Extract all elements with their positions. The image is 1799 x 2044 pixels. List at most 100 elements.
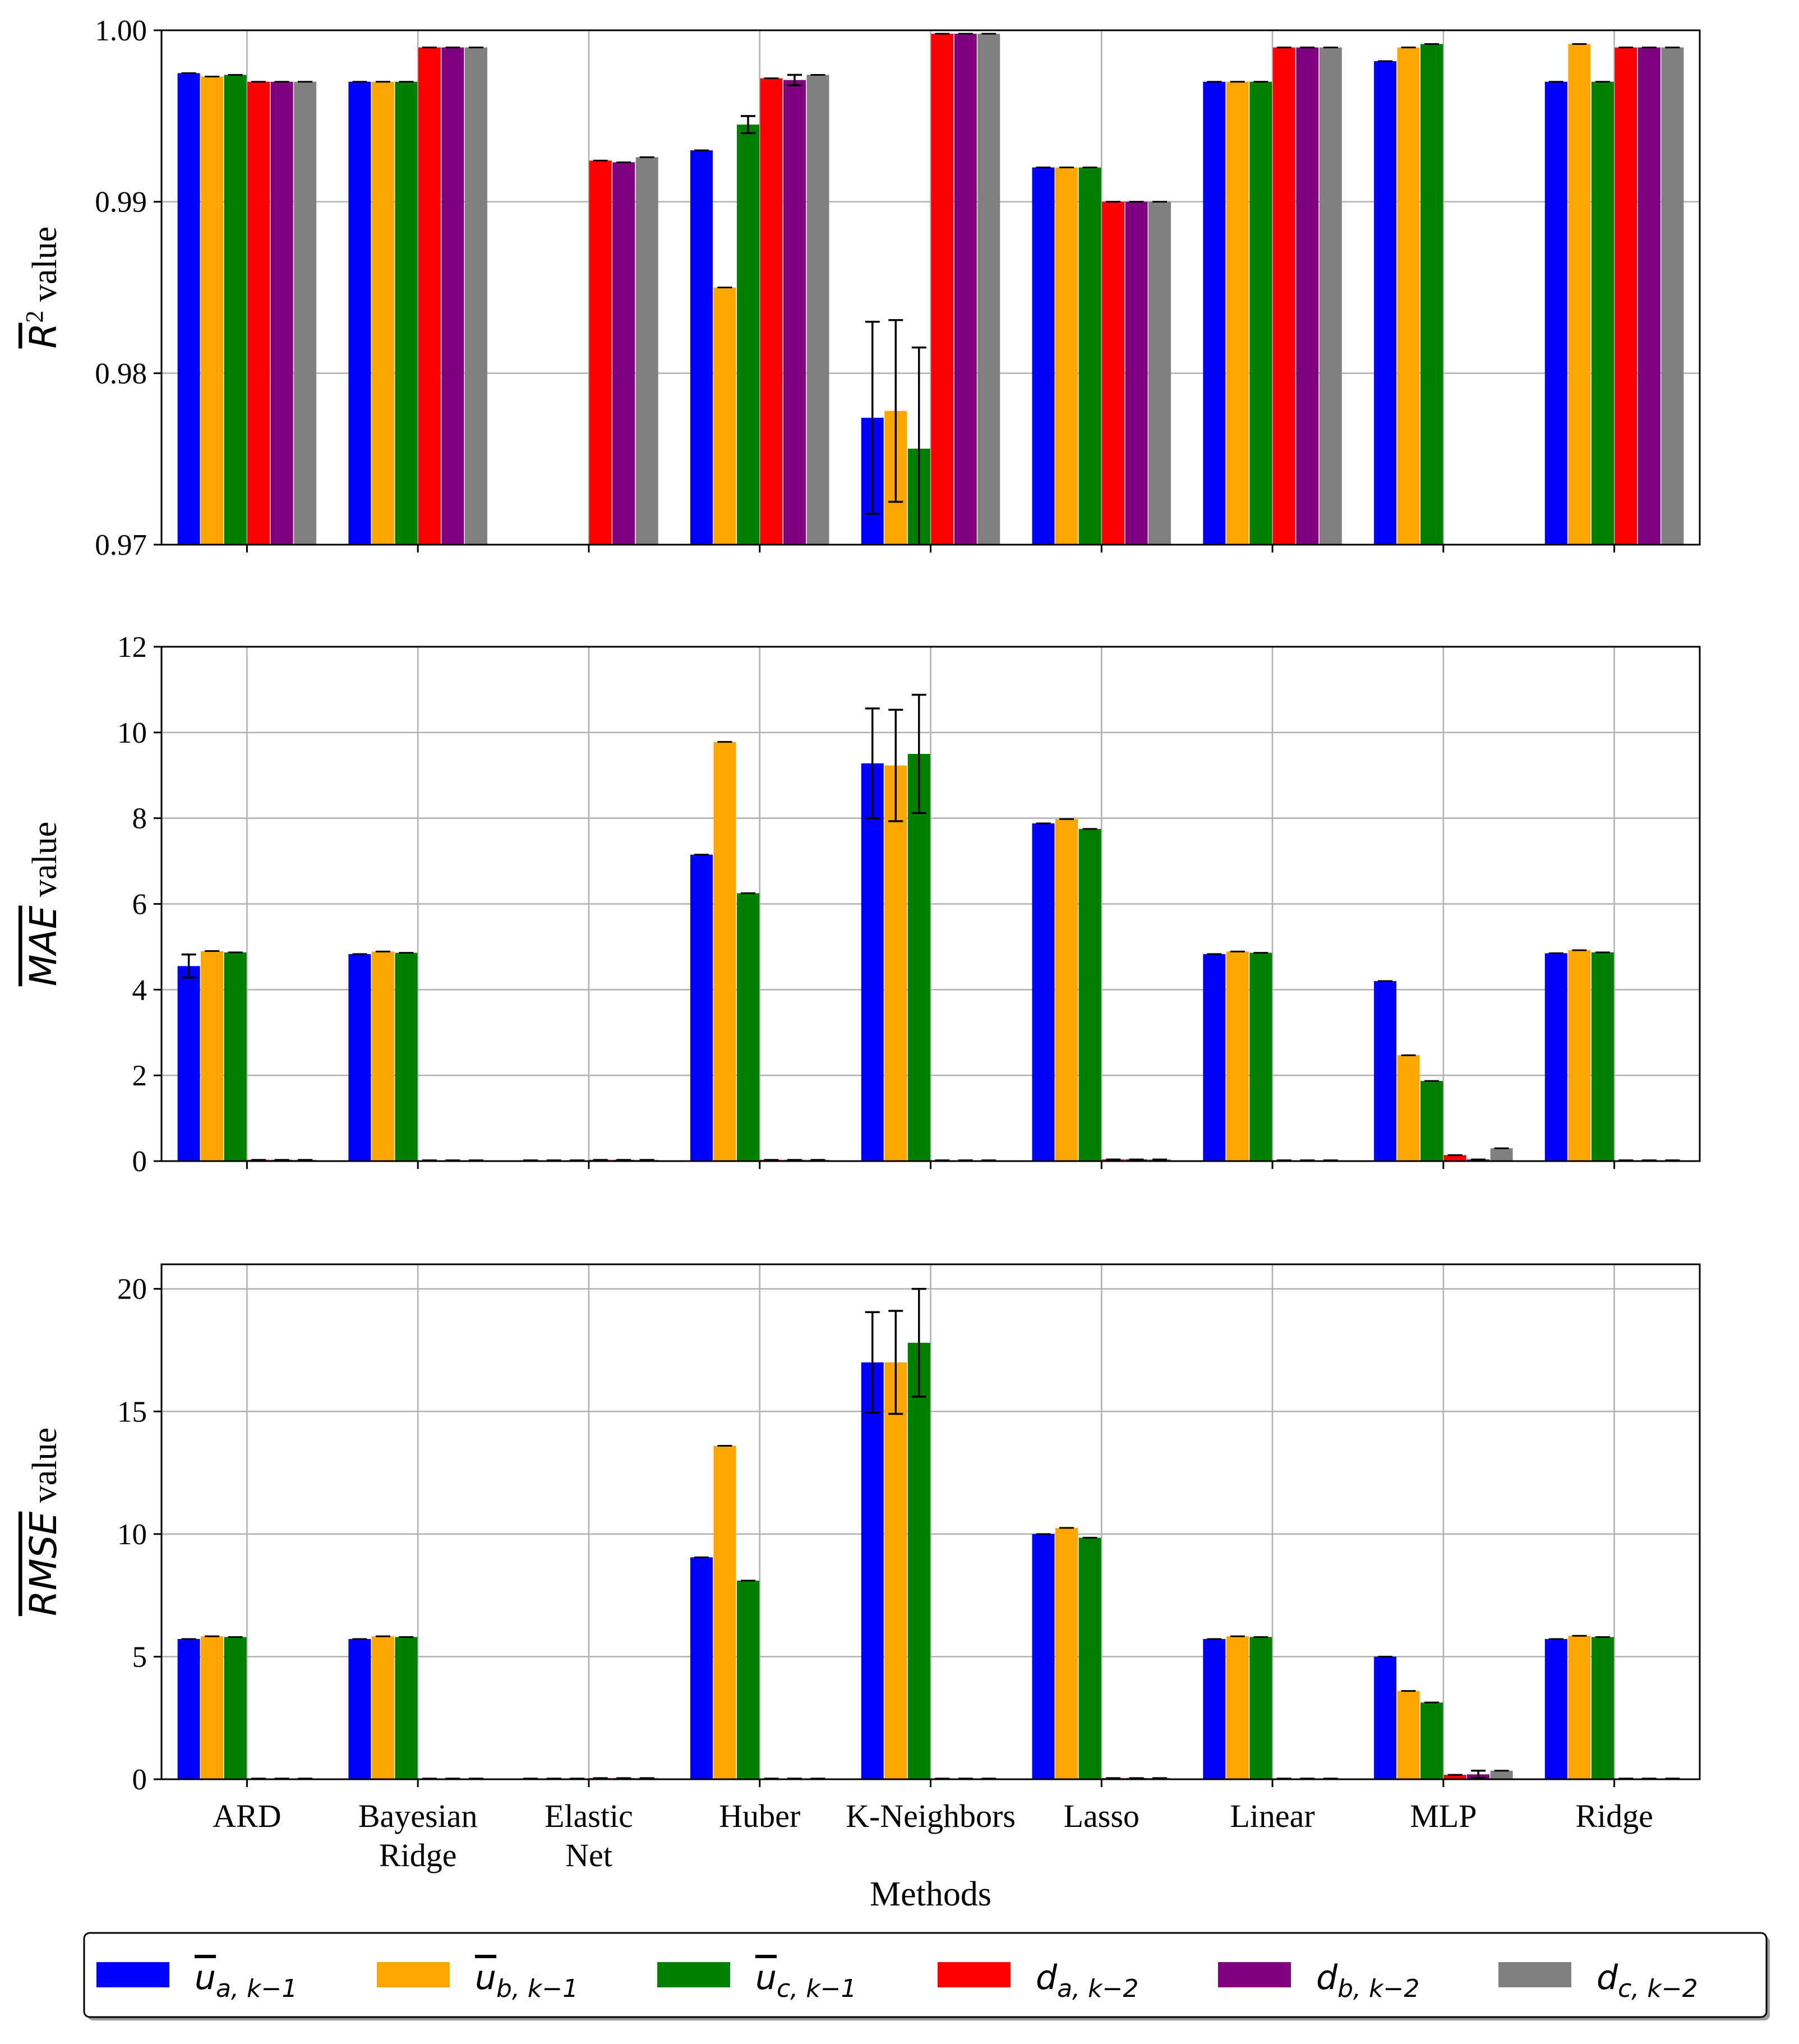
bar-mae-uc-3: [736, 893, 759, 1161]
bar-r2-db-4: [954, 34, 977, 545]
bar-r2-uc-5: [1078, 167, 1101, 545]
bar-mae-ua-7: [1374, 981, 1397, 1161]
bar-mae-uc-7: [1420, 1081, 1443, 1161]
bar-r2-dc-5: [1148, 201, 1171, 545]
legend-box: [83, 1932, 1768, 2018]
bar-mae-da-7: [1443, 1155, 1466, 1161]
y-axis-label-r2: R2 value: [21, 227, 66, 349]
bar-r2-uc-6: [1249, 81, 1272, 545]
bar-r2-db-6: [1296, 47, 1319, 545]
bar-r2-db-0: [270, 81, 293, 545]
legend-base: u: [475, 1958, 496, 1997]
y-tick-label: 6: [132, 889, 147, 921]
legend-sub: c, k−1: [777, 1974, 857, 2003]
y-label-main: R: [22, 323, 65, 348]
bar-mae-ua-4: [861, 763, 884, 1161]
bar-r2-uc-0: [224, 75, 247, 545]
legend-swatch-ua: [96, 1962, 169, 1987]
bar-r2-db-5: [1125, 201, 1148, 545]
y-tick-label: 8: [132, 803, 147, 835]
bar-r2-dc-1: [464, 47, 487, 545]
y-tick-label: 4: [132, 974, 147, 1006]
bar-r2-uc-7: [1420, 44, 1443, 545]
x-tick-label: K-Neighbors: [846, 1798, 1016, 1834]
legend-base: d: [1316, 1958, 1338, 1997]
bar-mae-uc-8: [1591, 952, 1614, 1161]
y-tick-label: 1.00: [95, 15, 147, 47]
bar-r2-ua-7: [1374, 61, 1397, 545]
x-tick-label: Elastic: [545, 1798, 633, 1834]
bar-rmse-ub-3: [713, 1445, 736, 1779]
y-label-main: RMSE: [22, 1511, 65, 1616]
x-tick-label: Lasso: [1064, 1798, 1140, 1834]
legend-swatch-db: [1218, 1962, 1291, 1987]
bar-r2-db-8: [1637, 47, 1660, 545]
bar-r2-ub-7: [1397, 47, 1420, 545]
bar-r2-da-1: [418, 47, 441, 545]
bar-mae-ua-3: [690, 854, 713, 1161]
x-tick-label: MLP: [1410, 1798, 1477, 1834]
bar-mae-uc-0: [224, 952, 247, 1161]
bar-r2-da-3: [760, 78, 783, 545]
bar-r2-ua-1: [348, 81, 371, 545]
y-tick-label: 10: [117, 717, 147, 749]
bar-mae-db-7: [1467, 1159, 1490, 1161]
panel-rmse: 0 5 10 15 20 RMSE value: [22, 1263, 1701, 1796]
x-axis-label: Methods: [870, 1875, 991, 1913]
bar-rmse-ua-0: [177, 1638, 200, 1779]
bar-rmse-dc-7: [1490, 1770, 1513, 1779]
x-tick-label: Ridge: [379, 1837, 457, 1873]
y-axis-label-mae: MAE value: [22, 822, 65, 987]
legend-base: u: [195, 1958, 216, 1997]
bar-rmse-ub-5: [1055, 1527, 1078, 1779]
y-label-main: MAE: [22, 905, 65, 986]
bar-r2-dc-8: [1661, 47, 1684, 545]
x-tick-label: ARD: [213, 1798, 281, 1834]
bar-mae-ub-7: [1397, 1055, 1420, 1161]
legend-swatch-dc: [1498, 1962, 1571, 1987]
bar-r2-ub-6: [1226, 81, 1249, 545]
bar-r2-dc-4: [977, 34, 1000, 545]
legend-label-dc: dc, k−2: [1597, 1958, 1698, 2003]
bar-mae-dc-7: [1490, 1148, 1513, 1161]
bar-rmse-ub-8: [1568, 1636, 1591, 1779]
bar-mae-uc-6: [1249, 952, 1272, 1161]
bar-rmse-ua-8: [1544, 1638, 1567, 1779]
bar-mae-uc-5: [1078, 828, 1101, 1161]
bar-r2-da-0: [247, 81, 270, 545]
bar-r2-uc-8: [1591, 81, 1614, 545]
legend-label-db: db, k−2: [1316, 1958, 1419, 2003]
panel-r2: 0.97 0.98 0.99 1.00 R2 value: [21, 15, 1701, 561]
bar-r2-dc-2: [635, 157, 658, 545]
bar-r2-uc-3: [736, 125, 759, 545]
y-tick-label: 0.98: [95, 357, 147, 390]
bar-mae-ub-6: [1226, 951, 1249, 1161]
bar-rmse-ua-6: [1203, 1638, 1226, 1779]
bar-mae-dc-5: [1148, 1159, 1171, 1161]
bar-mae-uc-1: [395, 952, 418, 1161]
bar-r2-ua-8: [1544, 81, 1567, 545]
bar-mae-ub-4: [884, 765, 907, 1161]
y-label-suffix: value: [26, 227, 64, 311]
bar-rmse-ub-4: [884, 1362, 907, 1779]
legend-sub: b, k−2: [1337, 1974, 1419, 2003]
bar-mae-ua-6: [1203, 954, 1226, 1161]
bar-r2-db-1: [441, 47, 464, 545]
bar-mae-ub-5: [1055, 819, 1078, 1161]
bar-r2-ua-5: [1032, 167, 1055, 545]
bar-r2-dc-3: [806, 75, 829, 545]
bar-rmse-ub-0: [201, 1636, 224, 1779]
bar-r2-ub-1: [371, 81, 394, 545]
y-tick-label: 0: [132, 1145, 147, 1178]
bar-rmse-uc-6: [1249, 1637, 1272, 1779]
bar-r2-dc-0: [294, 81, 317, 545]
legend-sub: a, k−1: [216, 1974, 297, 2003]
legend-base: d: [1036, 1958, 1058, 1997]
legend-swatch-uc: [657, 1962, 730, 1987]
y-label-suffix: value: [26, 1428, 64, 1512]
bar-rmse-ub-6: [1226, 1636, 1249, 1779]
y-label-sup: 2: [21, 310, 48, 323]
legend-label-da: da, k−2: [1036, 1958, 1138, 2003]
bar-r2-dc-6: [1319, 47, 1342, 545]
